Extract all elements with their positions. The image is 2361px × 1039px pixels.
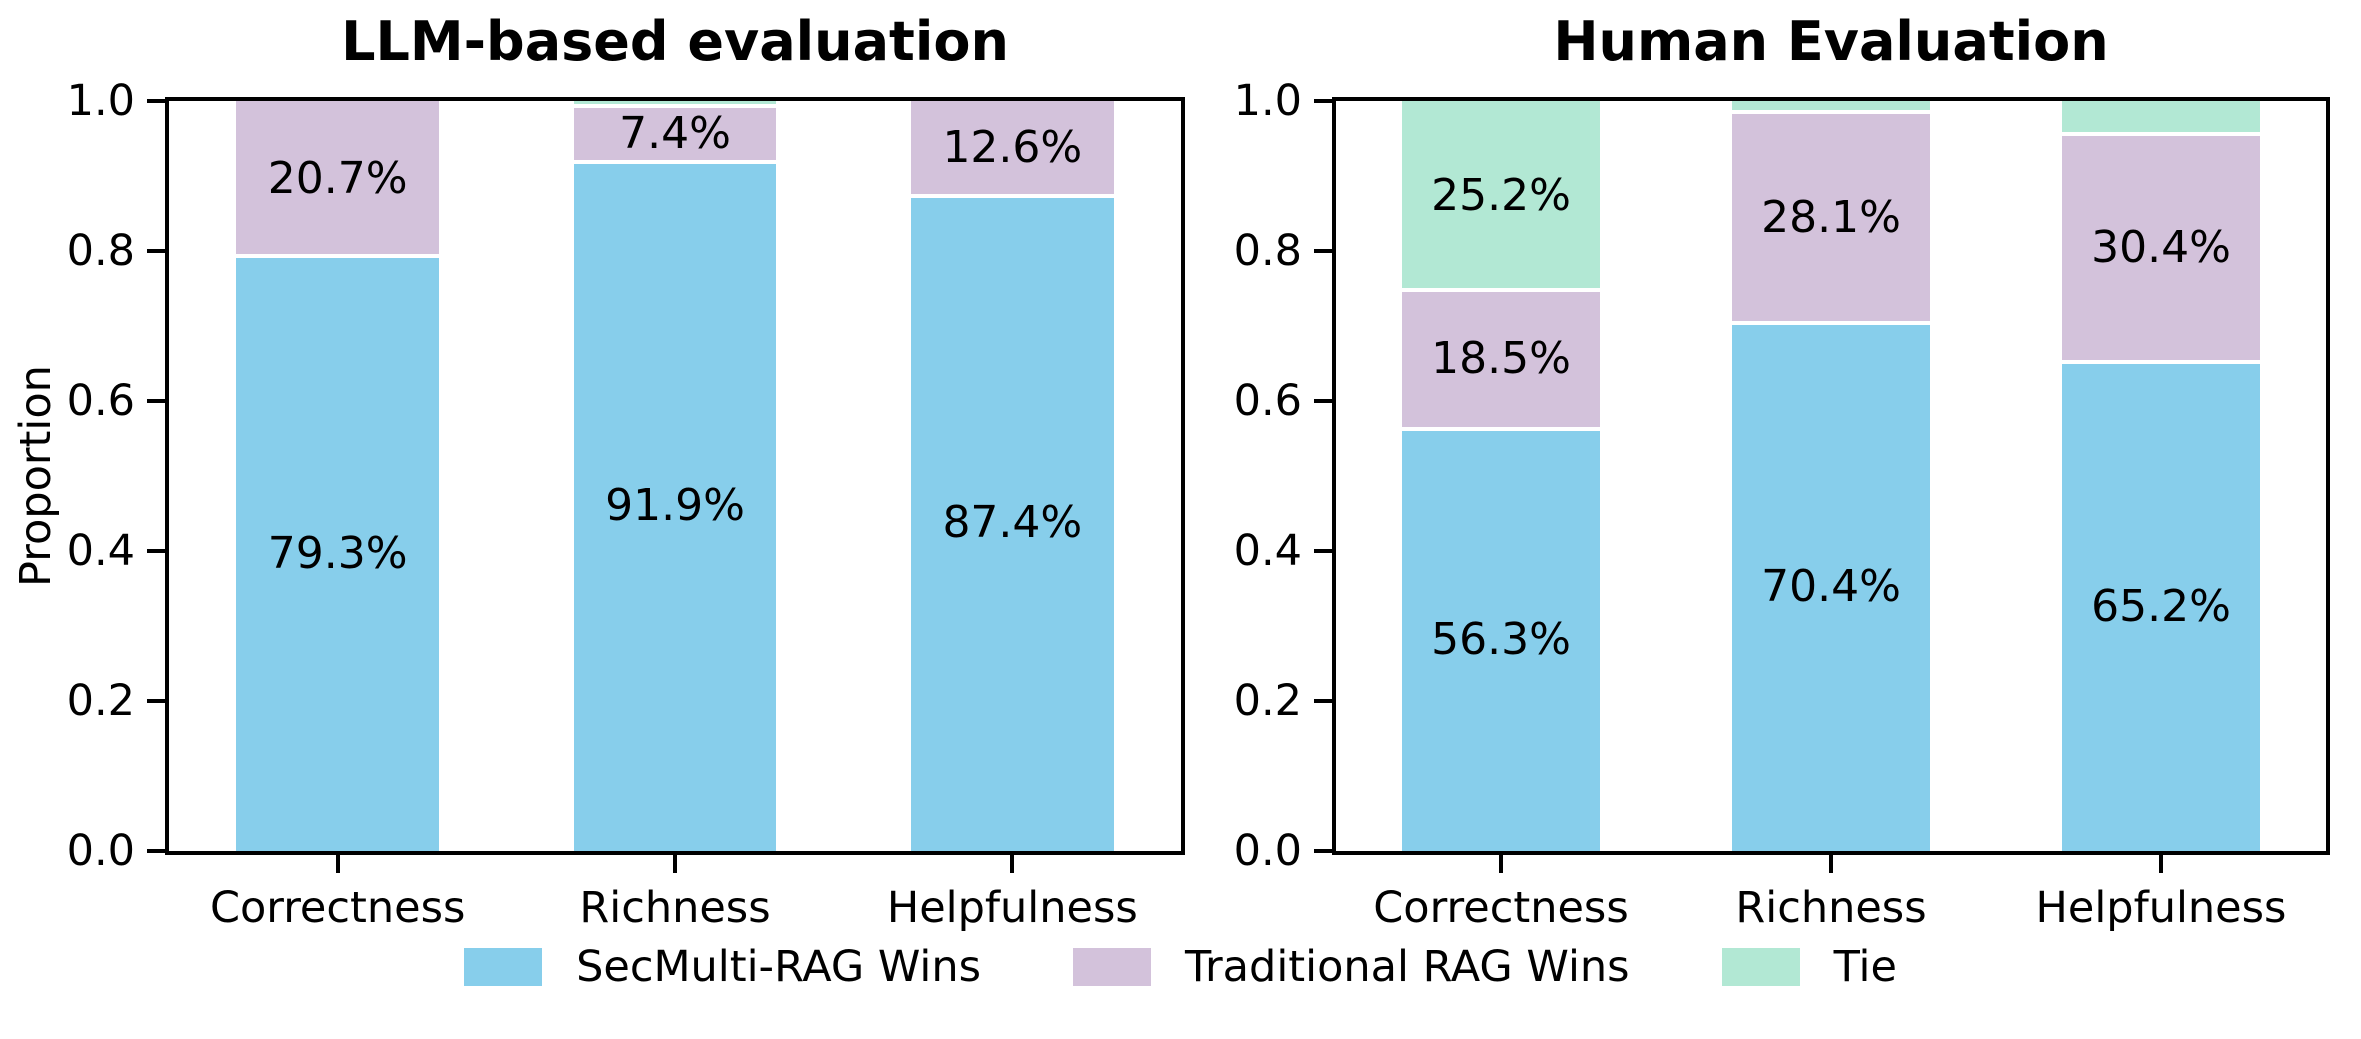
bar-segment xyxy=(911,195,1114,851)
bar-segment xyxy=(911,101,1114,196)
y-tick-label: 0.2 xyxy=(66,676,135,726)
bar-segment-divider xyxy=(911,193,1114,198)
plot-area-llm-eval: 0.0 0.2 0.4 0.6 0.8 1.0 Correctness 79.3% 20.7% R… xyxy=(67,76,1185,933)
bar-segment xyxy=(573,101,777,107)
y-tick-label: 0.6 xyxy=(66,376,135,426)
bar-percent-label: 30.4% xyxy=(2091,222,2231,273)
bar-segment xyxy=(1732,101,1930,113)
y-tick-label: 0.4 xyxy=(1233,526,1302,576)
bar-segment xyxy=(573,106,777,162)
y-tick-label: 0.0 xyxy=(1233,826,1302,876)
plot-area-human-eval: 0.0 0.2 0.4 0.6 0.8 1.0 Correctness 56.3% 18.5% 2… xyxy=(1234,76,2330,933)
bar-segment xyxy=(236,256,439,851)
bar-segment-divider xyxy=(1402,426,1600,431)
x-tick-label: Correctness xyxy=(209,883,466,933)
legend-item: SecMulti-RAG Wins xyxy=(464,942,981,992)
bar-percent-label: 28.1% xyxy=(1761,191,1901,243)
bar-segment xyxy=(2062,134,2260,362)
legend-item-label: Tie xyxy=(1833,942,1897,992)
bar-percent-label: 70.4% xyxy=(1761,561,1901,612)
bar-percent-label: 12.6% xyxy=(942,122,1083,174)
x-tick-mark xyxy=(1829,855,1833,873)
y-tick-mark xyxy=(147,549,165,553)
y-tick-mark xyxy=(1314,849,1332,853)
x-tick-mark xyxy=(1010,855,1015,873)
x-tick-label: Helpfulness xyxy=(2035,883,2287,933)
chart-title-human-eval: Human Evaluation xyxy=(1553,10,2109,73)
bar-percent-label: 7.4% xyxy=(619,108,731,159)
y-tick-mark xyxy=(1314,549,1332,553)
x-tick-mark xyxy=(1499,855,1503,873)
y-tick-label: 0.8 xyxy=(1233,226,1302,276)
bar-segment-divider xyxy=(573,104,777,109)
bar-segment-divider xyxy=(1732,321,1930,325)
x-tick-mark xyxy=(673,855,677,873)
bar-segment xyxy=(1402,101,1600,290)
bar-segment-divider xyxy=(236,254,439,259)
y-tick-label: 0.6 xyxy=(1233,376,1302,426)
bar-percent-label: 65.2% xyxy=(2091,580,2231,632)
y-tick-label: 0.0 xyxy=(66,826,135,876)
bar-segment xyxy=(1402,428,1600,851)
y-tick-mark xyxy=(1314,249,1332,253)
bar-percent-label: 20.7% xyxy=(267,152,408,204)
legend-swatch xyxy=(1073,948,1152,986)
legend-item-label: Traditional RAG Wins xyxy=(1185,942,1630,992)
y-tick-label: 0.2 xyxy=(1233,676,1302,726)
bar-segment xyxy=(236,101,439,257)
legend-item: Tie xyxy=(1721,942,1897,992)
y-tick-label: 1.0 xyxy=(66,76,135,126)
y-tick-mark xyxy=(147,849,165,853)
x-tick-mark xyxy=(335,855,340,873)
bar-segment xyxy=(1732,112,1930,323)
y-tick-mark xyxy=(147,249,165,253)
bar-percent-label: 56.3% xyxy=(1431,613,1571,665)
y-tick-mark xyxy=(147,699,165,703)
bar-segment-divider xyxy=(2062,132,2260,136)
y-tick-mark xyxy=(147,99,165,103)
bar-segment-divider xyxy=(1732,110,1930,115)
x-tick-mark xyxy=(2159,855,2163,873)
legend-swatch xyxy=(464,948,543,986)
bar-segment xyxy=(1732,323,1930,851)
bar-segment xyxy=(2062,101,2260,134)
legend-item-label: SecMulti-RAG Wins xyxy=(576,942,982,992)
y-tick-label: 1.0 xyxy=(1233,76,1302,126)
y-tick-label: 0.4 xyxy=(66,526,135,576)
bar-segment-divider xyxy=(573,159,777,164)
y-tick-label: 0.8 xyxy=(66,226,135,276)
bar-percent-label: 18.5% xyxy=(1431,333,1571,385)
y-tick-mark xyxy=(1314,399,1332,403)
bar-percent-label: 87.4% xyxy=(942,497,1083,549)
bar-segment xyxy=(1402,290,1600,429)
bar-percent-label: 25.2% xyxy=(1431,169,1571,221)
y-tick-mark xyxy=(1314,699,1332,703)
bar-segment xyxy=(573,161,777,851)
x-tick-label: Correctness xyxy=(1373,883,1629,933)
bar-segment-divider xyxy=(1402,288,1600,292)
bar-segment-divider xyxy=(2062,360,2260,364)
y-tick-mark xyxy=(1314,99,1332,103)
legend-item: Traditional RAG Wins xyxy=(1073,942,1630,992)
x-tick-label: Richness xyxy=(1735,883,1927,933)
x-tick-label: Helpfulness xyxy=(886,883,1138,933)
legend-swatch xyxy=(1721,948,1800,986)
bar-segment xyxy=(2062,362,2260,851)
legend: SecMulti-RAG Wins Traditional RAG Wins Tie xyxy=(0,942,2361,992)
y-tick-mark xyxy=(147,399,165,403)
chart-title-llm-eval: LLM-based evaluation xyxy=(341,10,1009,73)
bar-percent-label: 91.9% xyxy=(605,480,745,532)
bar-percent-label: 79.3% xyxy=(267,527,408,579)
x-tick-label: Richness xyxy=(579,883,771,933)
